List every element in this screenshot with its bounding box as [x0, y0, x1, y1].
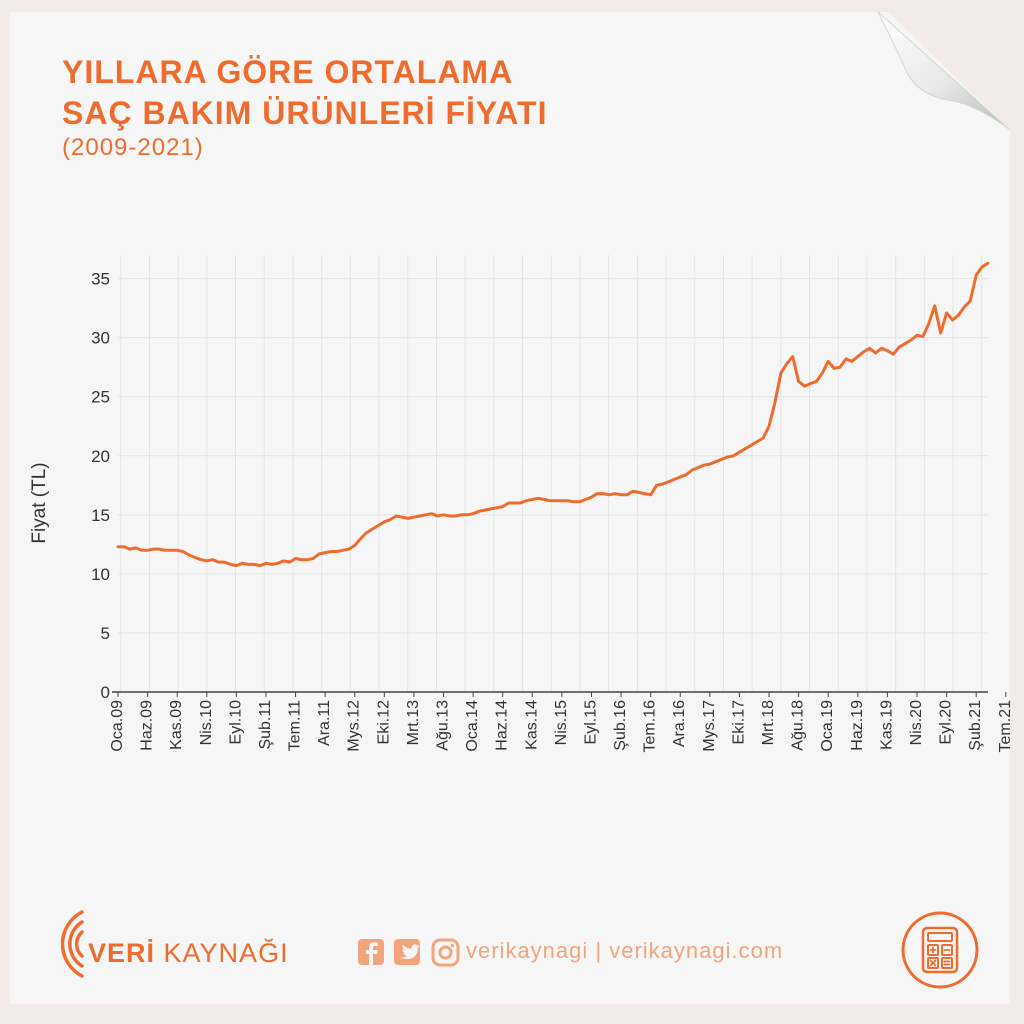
- x-tick-label: Mys.17: [701, 700, 718, 752]
- x-tick-label: Oca.14: [464, 700, 481, 752]
- x-tick-label: Ağu.18: [790, 700, 807, 751]
- brand-name-rest: KAYNAĞI: [155, 938, 289, 968]
- series-line-price: [116, 261, 990, 568]
- footer: VERİ KAYNAĞI verikaynagi | verikaynagi.c…: [0, 890, 1024, 1000]
- x-tick-label: Eyl.20: [938, 700, 955, 745]
- x-tick-label: Mys.12: [346, 700, 363, 752]
- x-tick-label: Eyl.10: [227, 700, 244, 745]
- title-line-1: YILLARA GÖRE ORTALAMA: [62, 54, 514, 90]
- y-tick-label: 30: [91, 329, 110, 348]
- x-tick-label: Nis.10: [198, 700, 215, 745]
- x-tick-label: Şub.11: [257, 700, 274, 750]
- page-curl-icon: [877, 11, 1011, 131]
- line-chart: 0 5 10 15 20 25 30 35 Oca.09 Haz.09 Kas.09 Nis.10 Ey…: [91, 255, 1014, 753]
- x-tick-label: Nis.20: [908, 700, 925, 745]
- y-tick-label: 0: [101, 683, 110, 702]
- x-tick-label: Nis.15: [553, 700, 570, 745]
- y-tick-label: 5: [101, 624, 110, 643]
- paper-sheet: [10, 12, 1010, 1004]
- calculator-icon: [901, 911, 979, 989]
- x-tick-label: Kas.19: [878, 700, 895, 750]
- x-tick-label: Eyl.15: [582, 700, 599, 745]
- twitter-icon[interactable]: [394, 939, 420, 965]
- x-tick-label: Oca.19: [819, 700, 836, 752]
- y-tick-label: 20: [91, 447, 110, 466]
- x-tick-label: Eki.12: [375, 700, 392, 745]
- x-tick-label: Ara.11: [316, 700, 333, 746]
- brand-name: VERİ KAYNAĞI: [88, 938, 289, 969]
- social-handle-text: verikaynagi | verikaynagi.com: [466, 938, 784, 963]
- brand-name-bold: VERİ: [88, 938, 156, 968]
- facebook-icon[interactable]: [358, 939, 384, 965]
- y-tick-label: 25: [91, 388, 110, 407]
- x-tick-label: Kas.09: [168, 700, 185, 750]
- x-tick-label: Mrt.18: [760, 700, 777, 745]
- x-tick-label: Şub.16: [612, 700, 629, 751]
- chart-title: YILLARA GÖRE ORTALAMA SAÇ BAKIM ÜRÜNLERİ…: [62, 52, 547, 134]
- y-tick-label: 35: [91, 270, 110, 289]
- x-tick-label: Şub.21: [967, 700, 984, 751]
- social-icons: [358, 938, 460, 967]
- x-tick-label: Kas.14: [523, 700, 540, 750]
- x-tick-label: Eki.17: [730, 700, 747, 745]
- x-tick-label: Haz.09: [139, 700, 156, 751]
- y-tick-label: 15: [91, 506, 110, 525]
- x-tick-label: Tem.16: [642, 700, 659, 753]
- chart-subtitle: (2009-2021): [62, 134, 204, 161]
- x-tick-label: Oca.09: [109, 700, 126, 752]
- x-tick-label: Ağu.13: [435, 700, 452, 751]
- x-tick-label: Ara.16: [671, 700, 688, 747]
- x-tick-label: Haz.14: [494, 700, 511, 751]
- y-axis-label: Fiyat (TL): [29, 462, 50, 544]
- x-tick-label: Tem.21: [997, 700, 1014, 753]
- title-line-2: SAÇ BAKIM ÜRÜNLERİ FİYATI: [62, 95, 548, 131]
- x-tick-label: Tem.11: [287, 700, 304, 751]
- y-tick-label: 10: [91, 565, 110, 584]
- x-tick-label: Haz.19: [849, 700, 866, 751]
- instagram-icon[interactable]: [431, 938, 460, 967]
- x-tick-label: Mrt.13: [405, 700, 422, 745]
- brand-logo-icon: [60, 910, 84, 978]
